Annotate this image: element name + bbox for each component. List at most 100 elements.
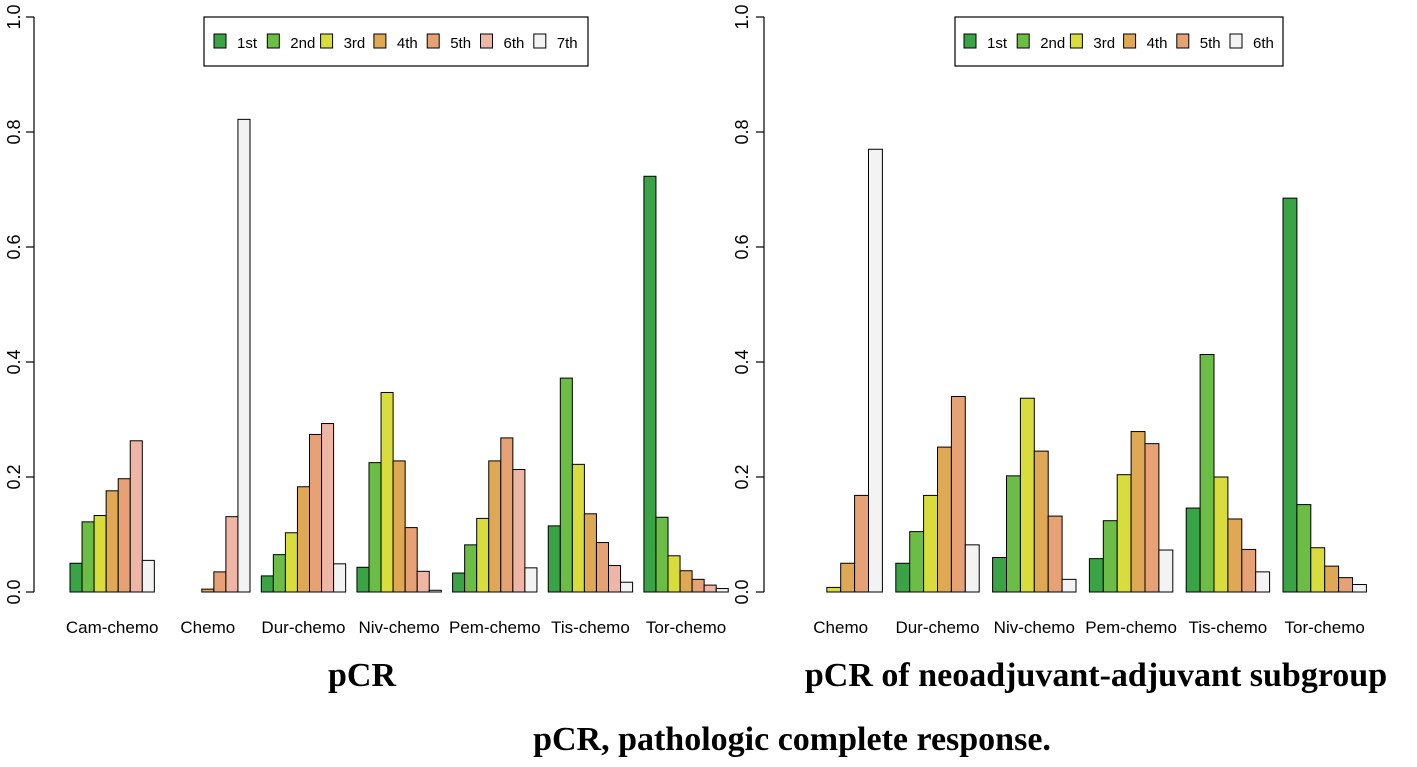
legend-label: 3rd — [344, 35, 366, 52]
legend-label: 6th — [504, 35, 525, 52]
x-tick-label: Tor-chemo — [1285, 618, 1365, 637]
bar — [1061, 578, 1077, 593]
chart-pcr-subgroup: 0.0 0.2 0.4 0.6 0.8 1.0 Chemo Dur-chemo Niv-chem… — [732, 4, 1387, 694]
y-tick-label: 0.8 — [732, 119, 752, 144]
bar — [1213, 476, 1229, 593]
legend-swatch — [533, 33, 547, 49]
bar — [105, 490, 119, 593]
bar — [1338, 577, 1353, 593]
legend-label: 3rd — [1093, 35, 1115, 52]
y-tick-label: 0.0 — [732, 579, 752, 604]
x-tick-label: Tis-chemo — [1189, 618, 1268, 637]
bar — [260, 575, 274, 593]
bar — [524, 567, 538, 593]
bar — [1255, 571, 1271, 593]
bar — [1324, 565, 1340, 593]
bar — [608, 565, 622, 593]
legend-swatch — [1016, 33, 1030, 49]
bar — [571, 463, 585, 593]
bar — [141, 559, 155, 593]
x-tick-label: Dur-chemo — [895, 618, 979, 637]
bar — [296, 486, 311, 593]
bar — [1033, 450, 1049, 593]
bar — [1102, 520, 1118, 593]
bar — [1047, 515, 1063, 593]
bar — [404, 527, 418, 593]
bar — [272, 554, 286, 593]
bar — [703, 584, 717, 593]
legend-swatch — [1069, 33, 1083, 49]
y-tick-label: 0.2 — [732, 464, 752, 489]
x-tick-label: Pem-chemo — [1085, 618, 1177, 637]
bar — [356, 566, 370, 593]
x-tick-label: Tor-chemo — [646, 618, 726, 637]
legend-label: 4th — [1147, 35, 1168, 52]
bar — [1158, 549, 1174, 593]
bar — [237, 118, 251, 593]
legend-swatch — [213, 33, 227, 49]
legend-swatch — [373, 33, 387, 49]
bar — [1185, 507, 1201, 593]
y-tick-label: 0.2 — [4, 464, 24, 489]
bar — [1352, 584, 1367, 593]
y-tick-label: 0.0 — [4, 579, 24, 604]
bar — [1282, 197, 1298, 593]
bar — [129, 440, 143, 593]
legend-swatch — [1176, 33, 1190, 49]
legend-label: 4th — [397, 35, 418, 52]
bar — [392, 460, 406, 593]
y-tick-label: 1.0 — [732, 4, 752, 29]
bar — [321, 423, 335, 593]
legend-swatch — [266, 33, 280, 49]
y-tick-label: 1.0 — [4, 4, 24, 29]
x-tick-label: Tis-chemo — [551, 618, 630, 637]
y-tick-label: 0.6 — [4, 234, 24, 259]
legend-swatch — [1123, 33, 1137, 49]
bar — [1019, 397, 1035, 593]
bar — [992, 557, 1007, 593]
x-tick-label: Cam-chemo — [66, 618, 159, 637]
legend-label: 1st — [237, 35, 258, 52]
legend-label: 2nd — [1040, 35, 1065, 52]
x-tick-label: Chemo — [180, 618, 235, 637]
legend-label: 1st — [987, 35, 1008, 52]
bar — [452, 572, 466, 593]
bar — [840, 562, 856, 593]
bar — [309, 433, 323, 593]
y-tick-label: 0.4 — [732, 349, 752, 374]
legend-label: 7th — [557, 35, 578, 52]
bar — [428, 589, 442, 593]
bar — [1241, 548, 1257, 593]
bar — [1088, 558, 1104, 593]
bar — [1116, 474, 1132, 593]
legend-box — [954, 16, 1284, 67]
bar — [117, 478, 131, 593]
bar — [909, 531, 925, 593]
bar — [1006, 475, 1021, 593]
bar — [964, 544, 980, 593]
bar — [691, 578, 705, 593]
bar — [937, 446, 952, 593]
x-tick-label: Dur-chemo — [261, 618, 345, 637]
bar — [559, 377, 573, 593]
legend-swatch — [426, 33, 440, 49]
bar — [923, 494, 938, 593]
bar — [476, 517, 490, 593]
bar — [868, 148, 883, 593]
legend-label: 5th — [450, 35, 471, 52]
x-tick-label: Chemo — [813, 618, 868, 637]
bar — [547, 525, 561, 593]
legend-swatch — [320, 33, 334, 49]
chart-title: pCR — [328, 657, 396, 694]
bar — [368, 462, 382, 593]
bar — [715, 588, 729, 593]
chart-pcr: 0.0 0.2 0.4 0.6 0.8 1.0 Cam-chemo Chemo Dur-chem… — [4, 4, 729, 694]
x-tick-label: Niv-chemo — [359, 618, 440, 637]
y-tick-label: 0.4 — [4, 349, 24, 374]
bar — [583, 513, 597, 593]
bar — [416, 570, 430, 593]
x-tick-label: Pem-chemo — [449, 618, 541, 637]
bar — [284, 532, 298, 593]
